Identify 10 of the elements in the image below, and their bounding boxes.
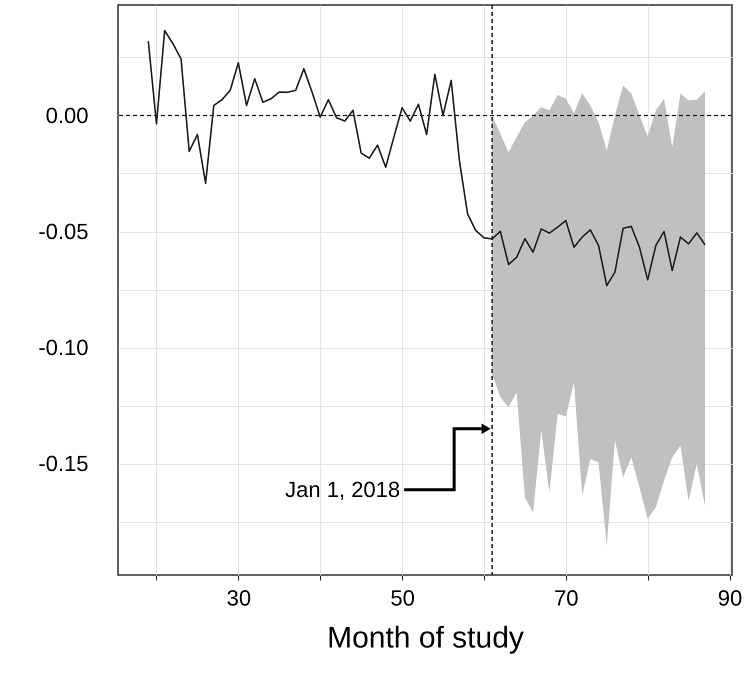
x-tick-label: 50 [390, 586, 415, 610]
x-tick-label: 30 [226, 586, 252, 610]
x-tick-label: 70 [554, 586, 579, 610]
x-axis-title: Month of study [327, 622, 524, 654]
y-tick-label: -0.15 [38, 451, 88, 476]
x-tick-label: 90 [718, 586, 742, 610]
y-tick-label: 0.00 [46, 102, 88, 128]
annotation: Jan 1, 2018 [285, 476, 400, 502]
y-tick-label: -0.05 [38, 219, 88, 244]
y-tick-label: -0.10 [38, 335, 88, 360]
